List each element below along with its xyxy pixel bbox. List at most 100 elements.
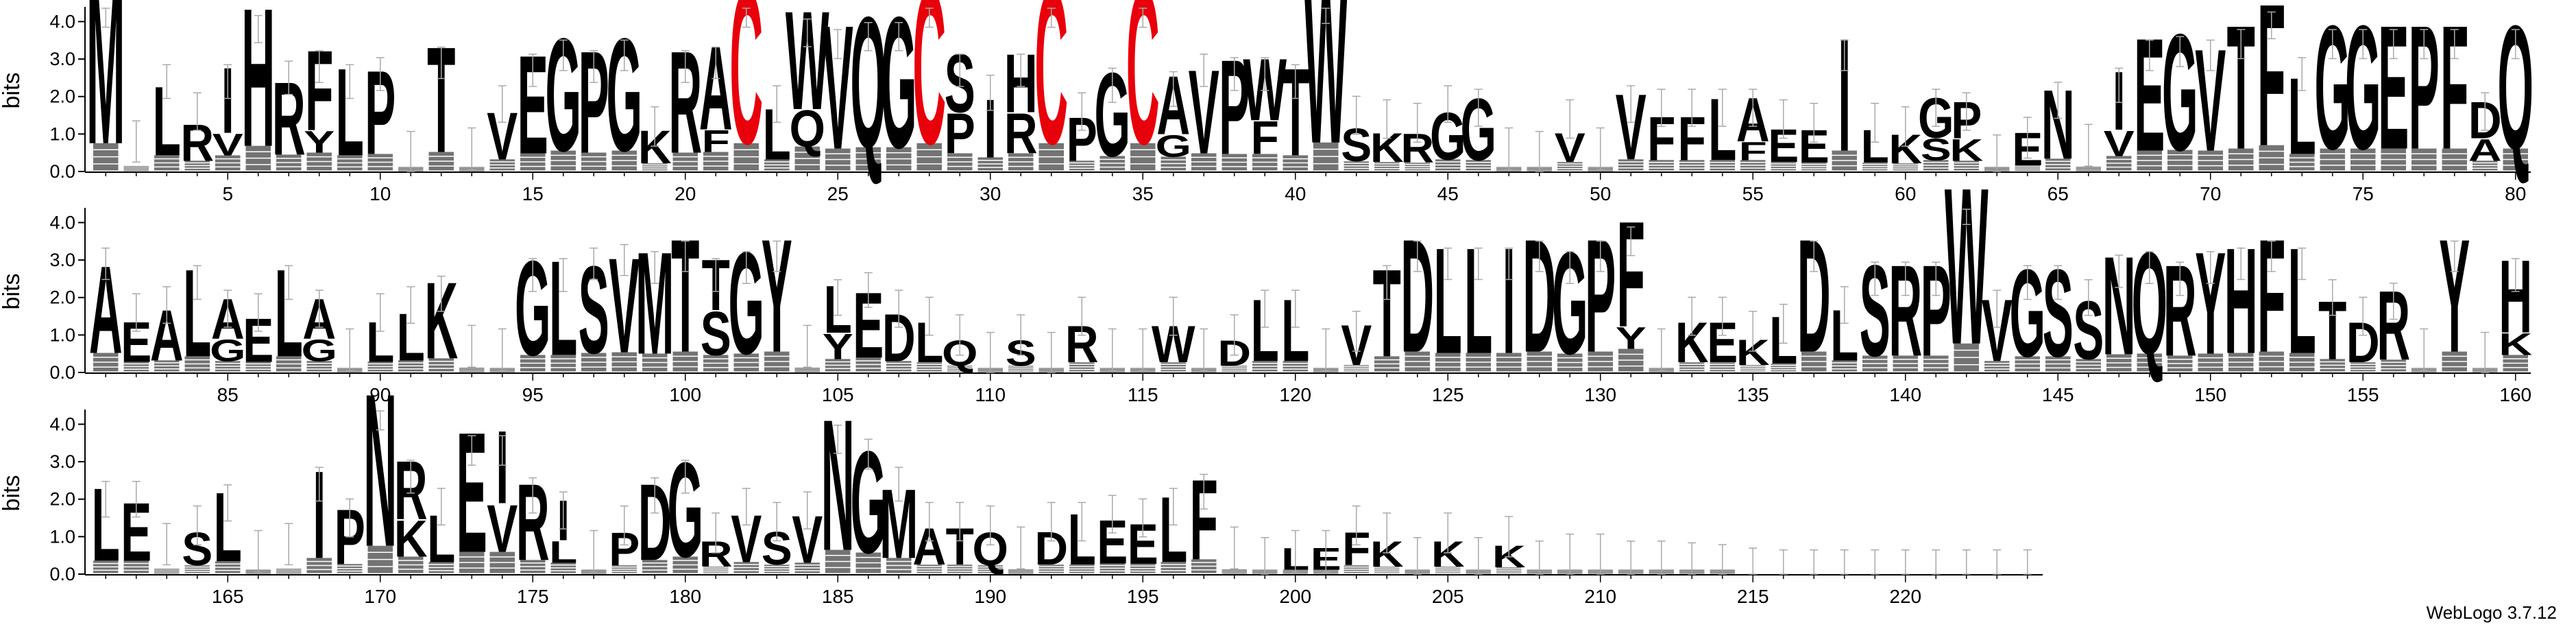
residue-letter: W xyxy=(1304,0,1348,190)
minor-residue-stack xyxy=(794,565,820,568)
minor-residue-stack xyxy=(855,563,881,568)
minor-residue-stack xyxy=(2503,154,2528,159)
residue-letter: E xyxy=(2134,4,2165,185)
minor-residue-stack xyxy=(2198,156,2223,161)
minor-residue-stack xyxy=(2259,351,2284,356)
minor-residue-stack xyxy=(276,570,302,571)
minor-residue-stack xyxy=(428,368,454,372)
minor-residue-stack xyxy=(367,158,393,162)
minor-residue-stack xyxy=(886,165,912,171)
residue-letter: G xyxy=(2162,0,2198,185)
minor-residue-stack xyxy=(886,562,912,565)
x-tick-label: 165 xyxy=(212,586,244,607)
minor-residue-stack xyxy=(2442,160,2467,165)
minor-residue-stack xyxy=(184,368,210,372)
minor-residue-stack xyxy=(703,156,729,161)
minor-residue-stack xyxy=(2289,154,2315,158)
minor-residue-stack xyxy=(550,161,576,165)
minor-residue-stack xyxy=(825,549,851,555)
residue-letter: L xyxy=(549,535,577,570)
minor-residue-stack xyxy=(428,156,454,161)
minor-residue-stack xyxy=(276,154,302,158)
minor-residue-stack xyxy=(1923,368,1949,372)
minor-residue-stack xyxy=(245,367,271,369)
minor-residue-stack xyxy=(703,161,729,166)
minor-residue-stack xyxy=(1099,371,1125,372)
minor-residue-stack xyxy=(1771,167,1796,169)
minor-residue-stack xyxy=(794,152,820,158)
minor-residue-stack xyxy=(1466,362,1491,367)
minor-residue-stack xyxy=(581,167,607,171)
minor-residue-stack xyxy=(1466,367,1491,372)
minor-residue-stack xyxy=(1191,570,1217,573)
minor-residue-stack xyxy=(855,159,881,165)
minor-residue-stack xyxy=(1893,368,1918,372)
minor-residue-stack xyxy=(977,161,1003,164)
minor-residue-stack xyxy=(642,167,668,169)
residue-letter: T xyxy=(2227,0,2255,186)
minor-residue-stack xyxy=(1374,368,1400,372)
minor-residue-stack xyxy=(2076,169,2101,170)
minor-residue-stack xyxy=(93,564,119,567)
minor-residue-stack xyxy=(642,363,668,367)
residue-letter: K xyxy=(1949,133,1983,168)
residue-letter: A xyxy=(699,22,733,156)
minor-residue-stack xyxy=(1893,163,1918,165)
minor-residue-stack xyxy=(398,560,424,565)
minor-residue-stack xyxy=(2167,150,2193,154)
residue-letter: E xyxy=(518,27,548,183)
minor-residue-stack xyxy=(306,369,332,372)
minor-residue-stack xyxy=(1038,143,1064,150)
minor-residue-stack xyxy=(2503,355,2528,359)
minor-residue-stack xyxy=(2228,160,2254,165)
minor-residue-stack xyxy=(1222,163,1247,167)
minor-residue-stack xyxy=(642,567,668,570)
minor-residue-stack xyxy=(1283,364,1308,366)
minor-residue-stack xyxy=(550,568,576,571)
residue-letter: I xyxy=(984,82,997,175)
minor-residue-stack xyxy=(794,165,820,171)
minor-residue-stack xyxy=(123,167,149,169)
minor-residue-stack xyxy=(1069,567,1095,569)
minor-residue-stack xyxy=(794,368,820,370)
minor-residue-stack xyxy=(2320,148,2345,154)
minor-residue-stack xyxy=(2442,154,2467,159)
minor-residue-stack xyxy=(2350,362,2376,364)
minor-residue-stack xyxy=(1862,167,1888,169)
minor-residue-stack xyxy=(1252,369,1278,372)
residue-letter: F xyxy=(1739,137,1767,166)
residue-letter: V xyxy=(2104,123,2135,163)
minor-residue-stack xyxy=(2320,165,2345,171)
minor-residue-stack xyxy=(1862,165,1888,167)
minor-residue-stack xyxy=(1618,159,1644,162)
minor-residue-stack xyxy=(367,367,393,369)
y-axis-label: bits xyxy=(0,73,25,109)
minor-residue-stack xyxy=(2045,364,2071,368)
residue-letter: S xyxy=(1921,132,1952,167)
minor-residue-stack xyxy=(2381,369,2406,372)
minor-residue-stack xyxy=(367,567,393,573)
minor-residue-stack xyxy=(2106,156,2132,159)
minor-residue-stack xyxy=(1923,359,1949,364)
minor-residue-stack xyxy=(1313,142,1339,149)
minor-residue-stack xyxy=(1161,156,1186,160)
minor-residue-stack xyxy=(1984,366,2010,369)
minor-residue-stack xyxy=(1405,357,1430,361)
minor-residue-stack xyxy=(1405,167,1430,169)
minor-residue-stack xyxy=(916,150,942,156)
minor-residue-stack xyxy=(123,364,149,366)
minor-residue-stack xyxy=(1923,168,1949,171)
minor-residue-stack xyxy=(1740,365,1766,366)
minor-residue-stack xyxy=(1527,367,1552,372)
minor-residue-stack xyxy=(2289,362,2315,367)
minor-residue-stack xyxy=(1008,571,1034,573)
minor-residue-stack xyxy=(1923,160,1949,162)
residue-letter: N xyxy=(363,348,397,593)
y-tick-label: 3.0 xyxy=(49,250,75,270)
minor-residue-stack xyxy=(1801,367,1827,372)
minor-residue-stack xyxy=(2228,148,2254,154)
minor-residue-stack xyxy=(581,162,607,166)
minor-residue-stack xyxy=(825,154,851,159)
minor-residue-stack xyxy=(1801,361,1827,366)
minor-residue-stack xyxy=(947,158,973,162)
